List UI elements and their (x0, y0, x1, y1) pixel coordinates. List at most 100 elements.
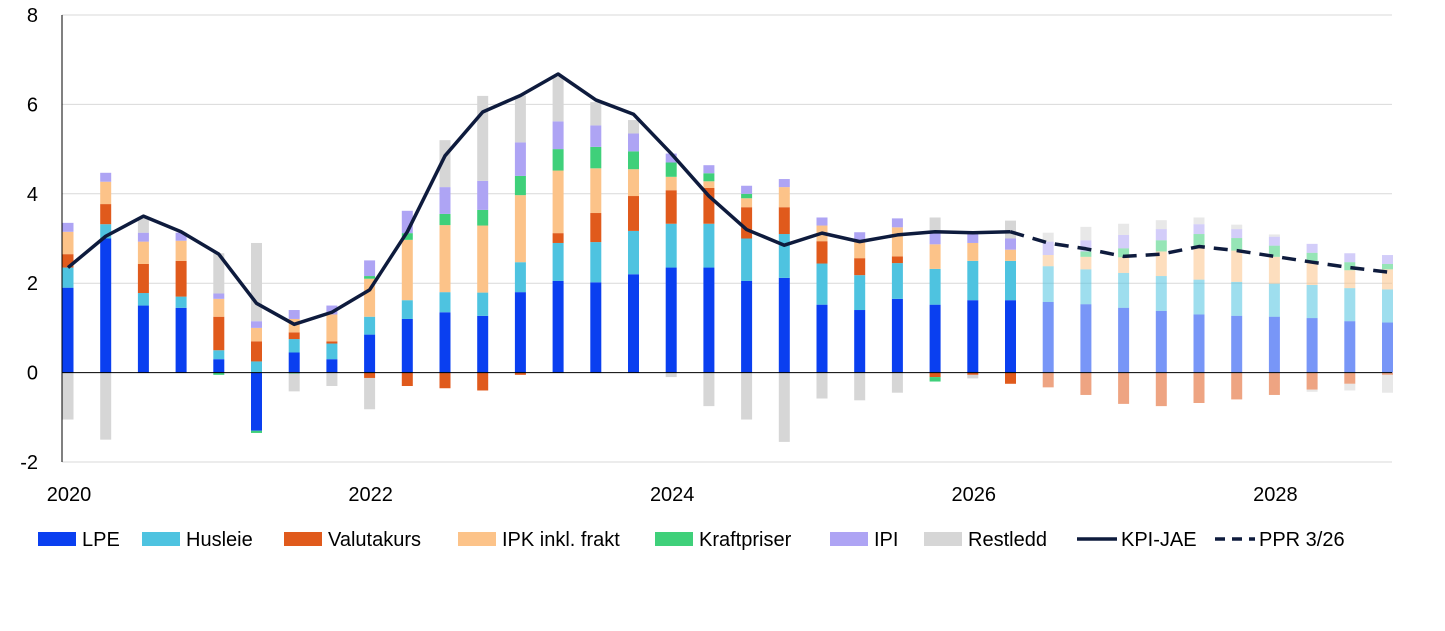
bar-restledd (1118, 223, 1130, 235)
bar-valutakurs (967, 372, 979, 375)
bar-valutakurs (364, 372, 376, 378)
bar-husleie (590, 242, 602, 283)
bar-restledd (1231, 224, 1243, 230)
bars (62, 76, 1393, 442)
bar-ipi (1005, 238, 1016, 250)
bar-valutakurs (1042, 372, 1054, 388)
bar-restledd (288, 373, 300, 392)
bar-ipk-inkl-frakt (175, 240, 187, 261)
bar-husleie (778, 234, 790, 278)
y-tick-label: 6 (27, 94, 38, 116)
bar-ipi (628, 133, 639, 152)
bar-kraftpriser (1155, 240, 1167, 252)
x-tick-label: 2020 (47, 484, 92, 506)
legend-label: IPI (874, 529, 898, 551)
bar-valutakurs (213, 316, 225, 351)
bar-valutakurs (1193, 372, 1205, 403)
bar-restledd (552, 76, 564, 122)
bar-kraftpriser (1344, 262, 1356, 271)
y-tick-label: -2 (20, 452, 38, 474)
bar-lpe (1231, 315, 1243, 373)
bar-kraftpriser (552, 149, 564, 171)
bar-ipi (477, 180, 489, 210)
bar-kraftpriser (1268, 245, 1280, 257)
bar-kraftpriser (628, 151, 639, 170)
bar-ipk-inkl-frakt (929, 244, 941, 269)
bar-kraftpriser (703, 173, 715, 182)
bar-ipk-inkl-frakt (552, 170, 564, 234)
bar-ipk-inkl-frakt (1306, 262, 1318, 285)
bar-ipi (703, 165, 715, 174)
bar-valutakurs (665, 190, 677, 224)
bar-lpe (967, 300, 979, 373)
bar-husleie (213, 350, 225, 360)
bar-valutakurs (929, 372, 941, 378)
bar-restledd (1268, 234, 1280, 237)
bar-ipk-inkl-frakt (1193, 247, 1205, 280)
bar-ipi (175, 232, 187, 241)
bar-ipk-inkl-frakt (1042, 255, 1054, 267)
bar-ipk-inkl-frakt (326, 314, 338, 342)
bar-valutakurs (1155, 372, 1167, 407)
bar-ipi (1118, 234, 1130, 249)
bar-ipk-inkl-frakt (401, 239, 413, 301)
bar-kraftpriser (401, 233, 413, 240)
bar-husleie (514, 262, 526, 293)
legend-item: Valutakurs (284, 529, 421, 551)
bar-lpe (590, 282, 602, 373)
bar-restledd (1155, 220, 1167, 230)
bar-restledd (1193, 217, 1205, 225)
bar-ipk-inkl-frakt (137, 241, 149, 264)
bar-lpe (439, 312, 451, 373)
bar-husleie (891, 263, 903, 299)
bar-ipi (62, 222, 74, 232)
bar-restledd (1080, 226, 1092, 241)
bar-lpe (1306, 318, 1318, 373)
bar-restledd (1382, 374, 1393, 393)
bar-valutakurs (175, 260, 187, 297)
bar-valutakurs (514, 372, 526, 375)
bar-husleie (967, 260, 979, 301)
legend-label: IPK inkl. frakt (502, 529, 620, 551)
legend-swatch (284, 532, 322, 546)
bar-husleie (628, 230, 639, 275)
bar-valutakurs (401, 372, 413, 387)
bar-lpe (477, 315, 489, 373)
bar-ipk-inkl-frakt (1382, 269, 1393, 290)
bar-valutakurs (326, 341, 338, 344)
bar-ipi (1382, 255, 1393, 264)
bar-valutakurs (1382, 372, 1393, 375)
bar-restledd (251, 242, 262, 322)
bar-valutakurs (477, 372, 489, 391)
bar-husleie (741, 238, 753, 281)
bar-restledd (891, 372, 903, 393)
bar-husleie (929, 268, 941, 305)
legend-label: PPR 3/26 (1259, 529, 1345, 551)
bar-lpe (891, 298, 903, 373)
x-tick-label: 2024 (650, 484, 695, 506)
bar-ipk-inkl-frakt (703, 181, 715, 188)
legend-label: Husleie (186, 529, 253, 551)
y-tick-label: 2 (27, 273, 38, 295)
bar-valutakurs (552, 233, 564, 243)
bar-ipi (929, 230, 941, 245)
bar-kraftpriser (477, 209, 489, 226)
bar-husleie (1344, 288, 1356, 322)
bar-husleie (665, 223, 677, 268)
bar-restledd (477, 95, 489, 181)
bar-ipi (816, 217, 828, 226)
bar-ipi (967, 231, 979, 243)
bar-husleie (62, 267, 74, 288)
legend-item: IPK inkl. frakt (458, 529, 620, 551)
y-tick-label: 4 (27, 184, 38, 206)
bar-husleie (1193, 279, 1205, 315)
bar-ipi (137, 232, 149, 242)
bar-ipi (1231, 229, 1243, 239)
bar-lpe (100, 238, 112, 373)
bar-ipk-inkl-frakt (1118, 257, 1130, 273)
bar-ipk-inkl-frakt (1005, 249, 1016, 261)
bar-restledd (137, 217, 149, 233)
bar-ipi (1344, 253, 1356, 263)
legend-item: Restledd (924, 529, 1047, 551)
bar-valutakurs (439, 372, 451, 389)
